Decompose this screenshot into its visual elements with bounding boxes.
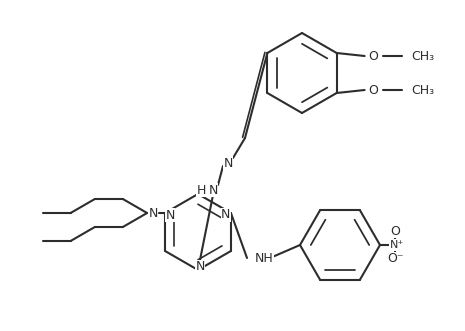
Text: H: H [196, 183, 206, 197]
Text: N: N [195, 260, 205, 273]
Text: O: O [369, 50, 379, 63]
Text: CH₃: CH₃ [412, 50, 435, 63]
Text: N: N [208, 183, 218, 197]
Text: N: N [221, 209, 231, 221]
Text: CH₃: CH₃ [412, 83, 435, 97]
Text: O⁻: O⁻ [387, 253, 403, 265]
Text: O: O [390, 224, 400, 238]
Text: NH: NH [255, 252, 274, 264]
Text: N⁺: N⁺ [390, 240, 404, 250]
Text: N: N [148, 207, 158, 219]
Text: N: N [223, 157, 232, 169]
Text: N: N [166, 209, 175, 221]
Text: O: O [369, 83, 379, 97]
